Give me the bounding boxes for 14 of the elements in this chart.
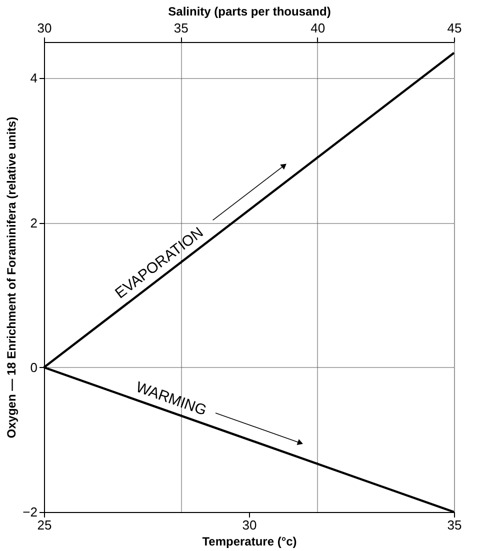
y-tick-label: 0 <box>30 360 38 375</box>
y-tick-label: 4 <box>30 70 38 86</box>
x-axis-title: Temperature (°c) <box>202 534 297 548</box>
x-tick-label: 35 <box>447 518 462 532</box>
x2-tick-label: 30 <box>37 20 52 36</box>
y-axis-title: Oxygen — 18 Enrichment of Foraminifera (relative units) <box>4 116 19 438</box>
x-tick-label: 30 <box>242 518 257 532</box>
x2-tick-label: 45 <box>447 20 462 36</box>
x2-axis-title: Salinity (parts per thousand) <box>168 4 331 18</box>
x2-tick-label: 40 <box>310 20 326 36</box>
x2-tick-label: 35 <box>174 20 188 36</box>
x-tick-label: 25 <box>37 518 52 532</box>
y-tick-label: 2 <box>30 215 38 230</box>
y-tick-label: −2 <box>22 504 38 520</box>
